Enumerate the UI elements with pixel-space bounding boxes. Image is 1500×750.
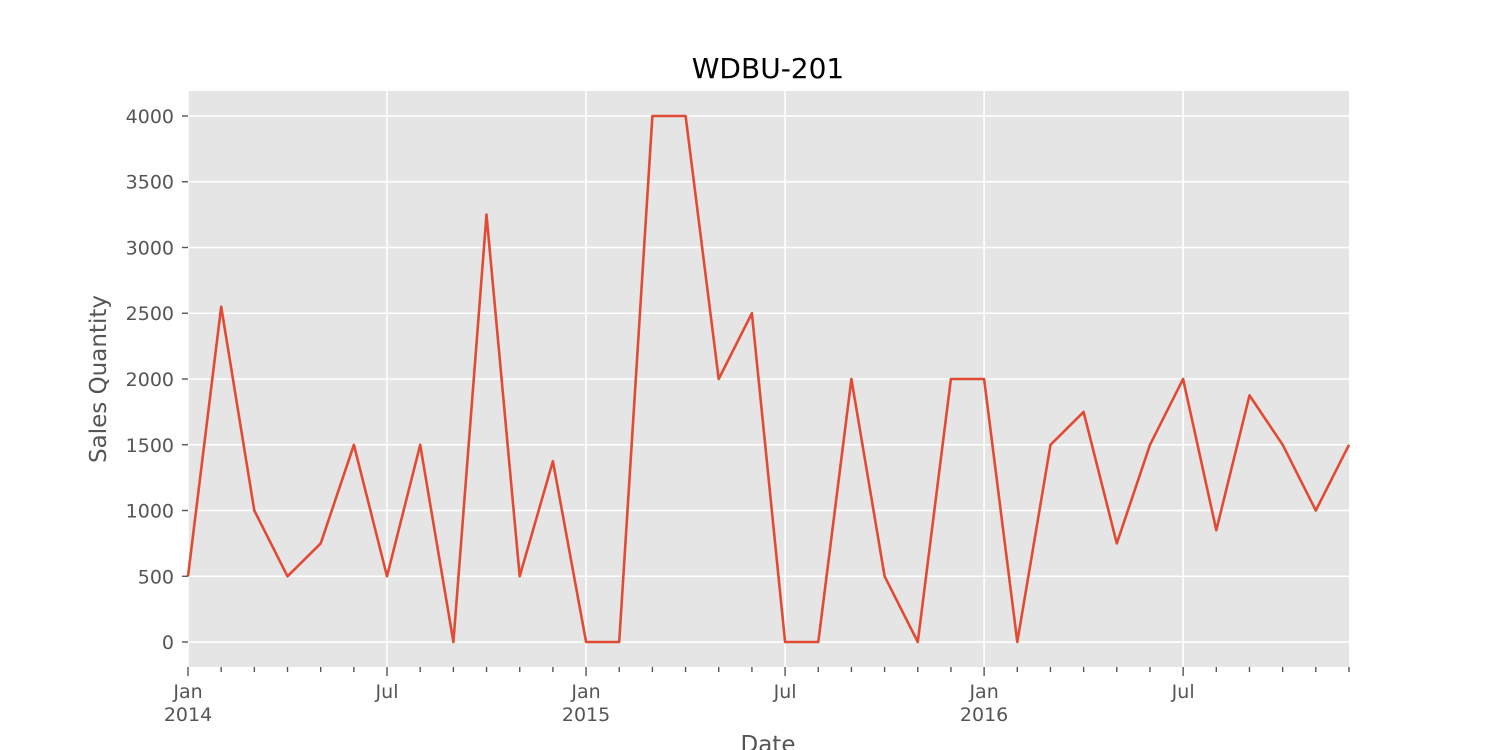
x-tick-label: Jan xyxy=(570,681,600,703)
x-tick-label: Jul xyxy=(375,681,399,703)
y-tick-label: 1000 xyxy=(126,501,174,523)
chart-title: WDBU-201 xyxy=(692,52,845,85)
x-tick-year-label: 2015 xyxy=(562,704,610,726)
y-tick-label: 0 xyxy=(162,632,174,654)
x-tick-label: Jan xyxy=(968,681,998,703)
x-tick-label: Jan xyxy=(172,681,202,703)
tick-labels: 05001000150020002500300035004000Jan2014J… xyxy=(126,106,1195,726)
y-tick-label: 4000 xyxy=(126,106,174,128)
y-tick-label: 2500 xyxy=(126,303,174,325)
x-axis-label: Date xyxy=(741,732,796,750)
y-tick-label: 3500 xyxy=(126,172,174,194)
y-tick-label: 2000 xyxy=(126,369,174,391)
y-axis-label: Sales Quantity xyxy=(86,295,112,463)
x-tick-label: Jul xyxy=(1171,681,1195,703)
y-tick-label: 1500 xyxy=(126,435,174,457)
y-tick-label: 3000 xyxy=(126,237,174,259)
axis-ticks xyxy=(182,115,1350,676)
series-line xyxy=(186,114,1351,644)
x-tick-year-label: 2016 xyxy=(960,704,1008,726)
x-tick-year-label: 2014 xyxy=(164,704,212,726)
y-tick-label: 500 xyxy=(138,566,174,588)
x-tick-label: Jul xyxy=(773,681,797,703)
